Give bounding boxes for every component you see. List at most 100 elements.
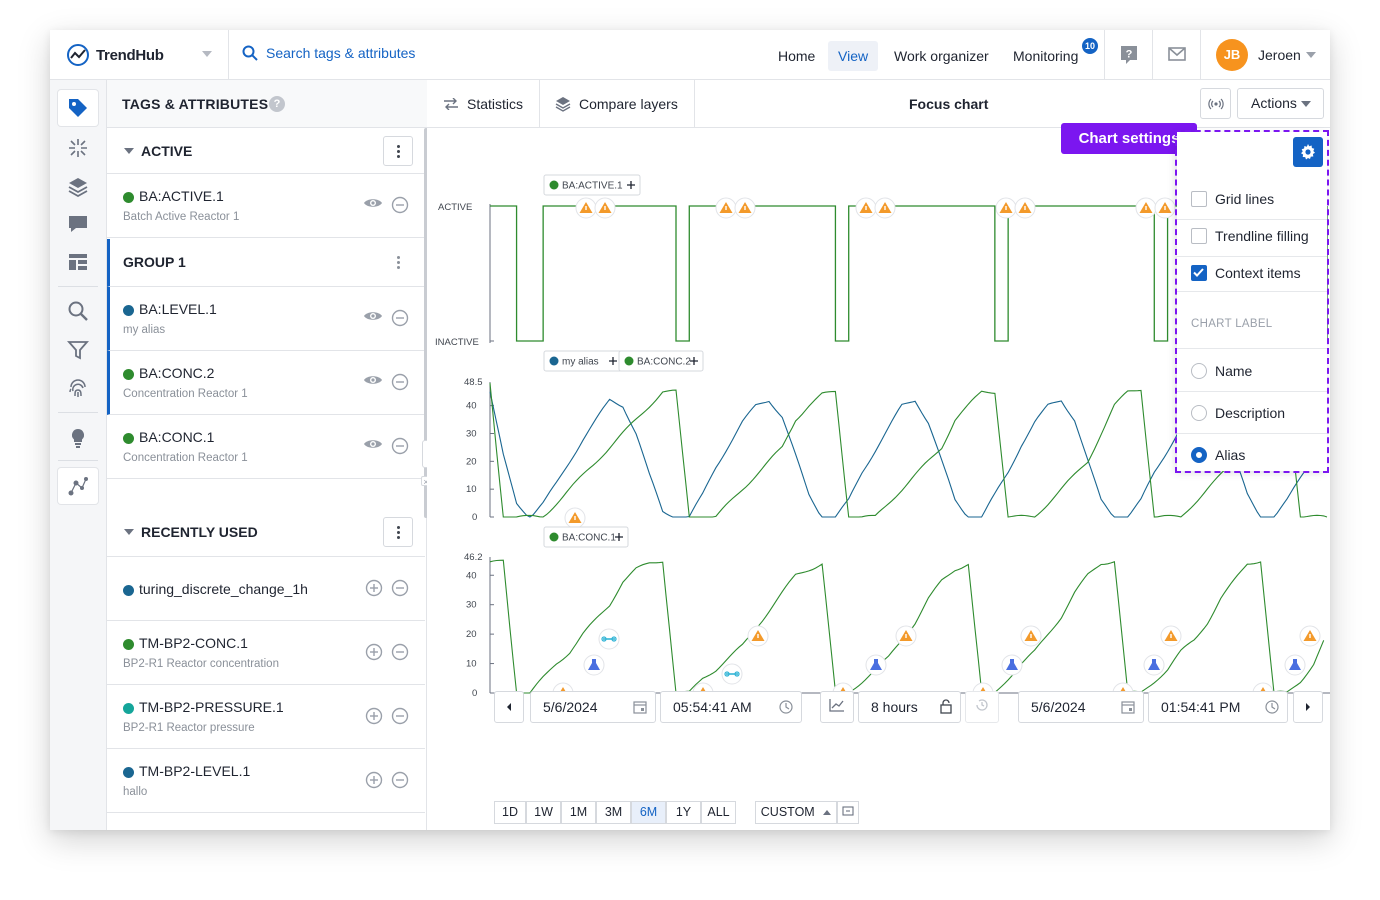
nav-view[interactable]: View: [828, 41, 879, 71]
swap-arrows-icon: [444, 98, 458, 110]
label-alias-option[interactable]: Alias: [1177, 434, 1327, 476]
avatar[interactable]: JB: [1216, 39, 1248, 71]
grid-lines-option[interactable]: Grid lines: [1177, 178, 1327, 220]
duration-field[interactable]: 8 hours: [858, 691, 961, 723]
list-item[interactable]: TM-BP2-PRESSURE.1 BP2-R1 Reactor pressur…: [107, 685, 425, 749]
rail-fingerprint-button[interactable]: [58, 371, 98, 407]
custom-range-toggle[interactable]: [837, 801, 859, 824]
rail-search-button[interactable]: [58, 293, 98, 329]
remove-circle-icon[interactable]: [391, 707, 409, 725]
statistics-button[interactable]: Statistics: [427, 80, 541, 128]
add-circle-icon[interactable]: [365, 643, 383, 661]
collapse-chevron-icon[interactable]: [124, 148, 134, 154]
list-item[interactable]: BA:ACTIVE.1 Batch Active Reactor 1: [107, 174, 425, 238]
user-name[interactable]: Jeroen: [1258, 47, 1301, 63]
rail-graph-button[interactable]: [58, 468, 98, 504]
time-forward-button[interactable]: [1293, 691, 1323, 723]
nav-work-organizer[interactable]: Work organizer: [894, 48, 989, 64]
start-date-field[interactable]: 5/6/2024: [530, 691, 656, 723]
eye-icon[interactable]: [363, 196, 383, 210]
list-item[interactable]: BA:CONC.2 Concentration Reactor 1: [107, 351, 425, 415]
collapse-chevron-icon[interactable]: [124, 529, 134, 535]
warning-icon-mark: [744, 206, 746, 210]
chart-settings-button[interactable]: Chart settings: [1061, 123, 1197, 154]
list-item[interactable]: BA:CONC.1 Concentration Reactor 1: [107, 415, 425, 479]
label-description-option[interactable]: Description: [1177, 392, 1327, 434]
remove-circle-icon[interactable]: [391, 437, 409, 455]
trendline-filling-option[interactable]: Trendline filling: [1177, 215, 1327, 257]
trendline-filling-checkbox[interactable]: [1191, 228, 1207, 244]
nav-monitoring[interactable]: Monitoring: [1013, 48, 1079, 64]
app-logo[interactable]: TrendHub: [66, 43, 164, 67]
label-name-radio[interactable]: [1191, 363, 1207, 379]
start-time-field[interactable]: 05:54:41 AM: [660, 691, 802, 723]
group-menu-button[interactable]: [383, 247, 413, 277]
context-items-checkbox[interactable]: [1191, 265, 1207, 281]
recent-section-header[interactable]: RECENTLY USED: [107, 509, 425, 557]
active-section-menu-button[interactable]: [383, 136, 413, 166]
label-description-radio[interactable]: [1191, 405, 1207, 421]
label-name-text: Name: [1215, 363, 1253, 379]
custom-range-dropdown[interactable]: CUSTOM: [755, 801, 837, 824]
panel-scrollbar[interactable]: [424, 128, 428, 518]
add-circle-icon[interactable]: [365, 707, 383, 725]
live-mode-button[interactable]: [1200, 88, 1231, 119]
rail-filter-button[interactable]: [58, 332, 98, 368]
list-item[interactable]: TM-BP2-LEVEL.1 hallo: [107, 749, 425, 813]
rail-crosshair-button[interactable]: [58, 130, 98, 166]
range-button-all[interactable]: ALL: [701, 801, 736, 824]
context-items-option[interactable]: Context items: [1177, 252, 1327, 292]
nav-home[interactable]: Home: [778, 48, 816, 64]
history-button[interactable]: [965, 691, 999, 723]
range-button-1w[interactable]: 1W: [526, 801, 561, 824]
chevron-down-icon: [1301, 101, 1311, 107]
remove-circle-icon[interactable]: [391, 643, 409, 661]
range-button-3m[interactable]: 3M: [596, 801, 631, 824]
label-description-text: Description: [1215, 405, 1286, 421]
list-item[interactable]: BA:LEVEL.1 my alias: [107, 287, 425, 351]
tags-help-icon[interactable]: ?: [269, 96, 285, 112]
eye-icon[interactable]: [363, 373, 383, 387]
top-nav: TrendHub Search tags & attributes Home V…: [50, 30, 1330, 80]
user-menu-chevron-icon[interactable]: [1306, 52, 1316, 58]
add-circle-icon[interactable]: [365, 579, 383, 597]
rail-insights-button[interactable]: [58, 420, 98, 456]
remove-circle-icon[interactable]: [391, 196, 409, 214]
recent-section-menu-button[interactable]: [383, 517, 413, 547]
eye-icon[interactable]: [363, 309, 383, 323]
label-name-option[interactable]: Name: [1177, 350, 1327, 392]
chart-settings-gear-button[interactable]: [1293, 137, 1323, 167]
rail-layers-button[interactable]: [58, 168, 98, 204]
graph-range-button[interactable]: [820, 691, 854, 723]
remove-circle-icon[interactable]: [391, 309, 409, 327]
end-date-field[interactable]: 5/6/2024: [1018, 691, 1144, 723]
end-time-field[interactable]: 01:54:41 PM: [1148, 691, 1288, 723]
help-icon[interactable]: ?: [1120, 45, 1138, 65]
remove-circle-icon[interactable]: [391, 373, 409, 391]
app-switcher-chevron-icon[interactable]: [202, 51, 212, 57]
range-button-1y[interactable]: 1Y: [666, 801, 701, 824]
search-input[interactable]: Search tags & attributes: [242, 45, 415, 61]
active-section-header[interactable]: ACTIVE: [107, 128, 425, 174]
range-button-6m[interactable]: 6M: [631, 801, 666, 824]
rail-comments-button[interactable]: [58, 206, 98, 242]
rail-tags-button[interactable]: [58, 90, 98, 126]
range-button-1m[interactable]: 1M: [561, 801, 596, 824]
checkmark-icon: [1193, 268, 1204, 277]
add-circle-icon[interactable]: [365, 771, 383, 789]
label-alias-radio[interactable]: [1191, 447, 1207, 463]
group-header[interactable]: GROUP 1: [107, 239, 425, 287]
remove-circle-icon[interactable]: [391, 579, 409, 597]
mail-icon[interactable]: [1168, 47, 1186, 61]
range-button-1d[interactable]: 1D: [494, 801, 526, 824]
remove-circle-icon[interactable]: [391, 771, 409, 789]
list-item[interactable]: turing_discrete_change_1h: [107, 557, 425, 621]
grid-lines-checkbox[interactable]: [1191, 191, 1207, 207]
time-back-button[interactable]: [494, 691, 524, 723]
rail-dashboard-button[interactable]: [58, 244, 98, 280]
compare-layers-button[interactable]: Compare layers: [539, 80, 695, 128]
list-item[interactable]: TM-BP2-CONC.1 BP2-R1 Reactor concentrati…: [107, 621, 425, 685]
lock-open-icon[interactable]: [940, 699, 952, 714]
eye-icon[interactable]: [363, 437, 383, 451]
actions-dropdown[interactable]: Actions: [1237, 88, 1324, 119]
